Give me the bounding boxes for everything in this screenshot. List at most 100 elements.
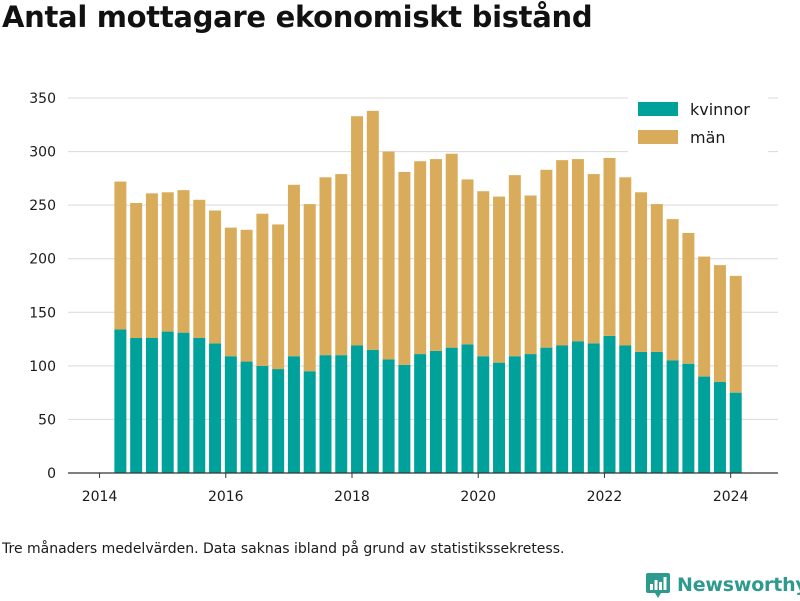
bar-kvinnor	[287, 356, 300, 473]
bar-kvinnor	[114, 329, 127, 473]
bar-kvinnor	[272, 369, 285, 473]
bar-man	[256, 213, 269, 366]
legend-swatch-kvinnor	[638, 102, 678, 116]
bar-man	[193, 199, 206, 338]
brand: Newsworthy	[645, 569, 800, 601]
legend-swatch-man	[638, 130, 678, 144]
bar-man	[240, 229, 253, 362]
bar-kvinnor	[335, 355, 348, 473]
x-tick-label: 2022	[587, 489, 623, 505]
bar-man	[477, 191, 490, 357]
bar-kvinnor	[729, 392, 742, 473]
bar-man	[650, 204, 663, 352]
bar-kvinnor	[303, 371, 316, 473]
bar-man	[635, 192, 648, 352]
bar-man	[177, 190, 190, 333]
bar-man	[556, 160, 569, 346]
bar-kvinnor	[414, 354, 427, 473]
bar-man	[366, 110, 379, 350]
bar-kvinnor	[666, 360, 679, 473]
bar-man	[429, 159, 442, 351]
bar-man	[729, 275, 742, 393]
x-tick-label: 2024	[713, 489, 749, 505]
y-tick-label: 50	[38, 412, 56, 428]
bar-kvinnor	[445, 347, 458, 473]
legend-label-kvinnor: kvinnor	[690, 100, 750, 119]
bar-man	[540, 169, 553, 348]
legend: kvinnor män	[628, 95, 768, 153]
y-tick-label: 150	[29, 305, 56, 321]
y-tick-label: 250	[29, 198, 56, 214]
bar-man	[698, 256, 711, 377]
bar-man	[209, 210, 222, 344]
bar-kvinnor	[508, 356, 521, 473]
bar-kvinnor	[130, 338, 143, 473]
bar-man	[524, 195, 537, 355]
y-tick-label: 0	[47, 466, 56, 482]
bar-kvinnor	[398, 364, 411, 473]
bar-man	[351, 116, 364, 346]
y-tick-label: 350	[29, 91, 56, 107]
newsworthy-logo-icon	[646, 573, 670, 598]
bar-man	[130, 203, 143, 338]
bar-man	[398, 171, 411, 365]
bar-kvinnor	[524, 354, 537, 473]
bar-man	[493, 196, 506, 363]
legend-label-man: män	[690, 128, 726, 147]
bar-kvinnor	[619, 345, 632, 473]
bar-kvinnor	[161, 331, 174, 473]
bar-man	[682, 233, 695, 364]
bar-kvinnor	[177, 332, 190, 473]
x-tick-label: 2016	[208, 489, 244, 505]
bar-man	[666, 219, 679, 361]
bar-kvinnor	[224, 356, 237, 473]
bar-man	[603, 158, 616, 336]
bar-man	[319, 177, 332, 356]
bar-man	[272, 224, 285, 370]
x-tick-label: 2014	[82, 489, 118, 505]
bar-kvinnor	[713, 381, 726, 473]
bar-kvinnor	[366, 349, 379, 473]
bar-kvinnor	[240, 361, 253, 473]
bar-kvinnor	[319, 355, 332, 473]
bar-man	[287, 184, 300, 357]
bar-kvinnor	[571, 341, 584, 473]
bar-kvinnor	[540, 347, 553, 473]
y-tick-label: 100	[29, 359, 56, 375]
bar-kvinnor	[351, 345, 364, 473]
chart-title: Antal mottagare ekonomiskt bistånd	[2, 0, 593, 34]
y-tick-label: 300	[29, 145, 56, 161]
bar-man	[571, 159, 584, 342]
bar-man	[461, 179, 474, 345]
bar-man	[619, 177, 632, 346]
bar-kvinnor	[382, 359, 395, 473]
footnote: Tre månaders medelvärden. Data saknas ib…	[2, 541, 565, 557]
bar-man	[161, 192, 174, 332]
bar-man	[713, 265, 726, 382]
bar-kvinnor	[698, 376, 711, 473]
bar-kvinnor	[635, 351, 648, 473]
bar-man	[224, 227, 237, 357]
bar-man	[335, 174, 348, 356]
bar-man	[145, 193, 158, 338]
bar-man	[303, 204, 316, 372]
bar-man	[508, 175, 521, 357]
brand-name: Newsworthy	[677, 574, 800, 596]
bar-kvinnor	[256, 365, 269, 473]
bar-kvinnor	[556, 345, 569, 473]
bar-man	[445, 153, 458, 348]
bar-kvinnor	[477, 356, 490, 473]
bar-kvinnor	[461, 344, 474, 473]
y-tick-label: 200	[29, 252, 56, 268]
x-tick-label: 2018	[334, 489, 370, 505]
bar-kvinnor	[145, 338, 158, 473]
bar-man	[587, 174, 600, 344]
bar-man	[414, 161, 427, 355]
bar-kvinnor	[493, 362, 506, 473]
x-tick-label: 2020	[460, 489, 496, 505]
bar-kvinnor	[193, 338, 206, 473]
axes: 0 50 100 150 200 250 300 350 2014 2016 2018 2020 202…	[29, 91, 778, 505]
bar-kvinnor	[429, 350, 442, 473]
bar-kvinnor	[587, 343, 600, 473]
